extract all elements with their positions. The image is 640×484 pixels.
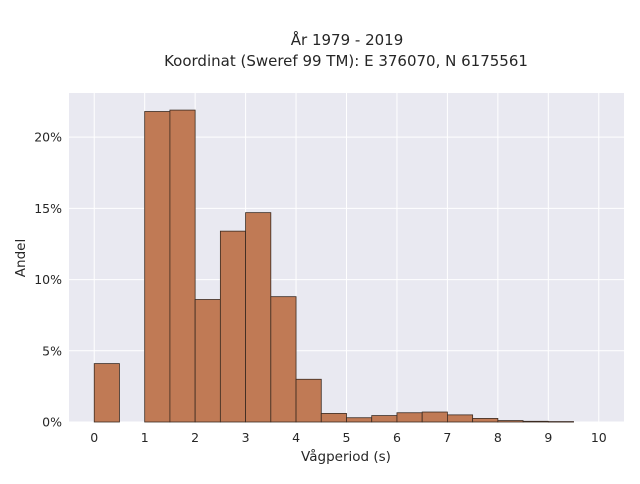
x-tick-label: 10 [591, 430, 607, 445]
chart-subtitle: Koordinat (Sweref 99 TM): E 376070, N 61… [164, 52, 528, 70]
histogram-bar [371, 415, 398, 423]
histogram-bar [245, 212, 272, 423]
histogram-bar [219, 230, 246, 423]
x-tick-label: 2 [191, 430, 199, 445]
x-tick-label: 1 [141, 430, 149, 445]
histogram-bar [472, 418, 499, 423]
x-tick-label: 4 [292, 430, 300, 445]
histogram-bar [194, 299, 221, 423]
histogram-bar [270, 296, 297, 423]
histogram-bar [169, 109, 196, 423]
histogram-bar [346, 417, 373, 423]
y-axis-label: Andel [13, 239, 29, 277]
x-axis-ticks: 0 1 2 3 4 5 6 7 8 9 10 [90, 430, 607, 445]
y-axis-ticks: 0% 5% 10% 15% 20% [34, 130, 62, 430]
histogram-bar [144, 111, 171, 423]
histogram-bar [522, 420, 549, 423]
y-tick-label: 20% [34, 130, 62, 145]
x-tick-label: 6 [393, 430, 401, 445]
x-tick-label: 5 [343, 430, 351, 445]
x-axis-label: Vågperiod (s) [301, 448, 391, 465]
histogram-bar [447, 414, 474, 423]
histogram-bar [547, 421, 574, 423]
histogram-bar [497, 420, 524, 423]
y-tick-label: 10% [34, 272, 62, 287]
x-tick-label: 3 [242, 430, 250, 445]
chart-title: År 1979 - 2019 [291, 30, 404, 49]
y-tick-label: 5% [42, 343, 62, 358]
histogram-bar [396, 412, 423, 423]
histogram-bar [93, 363, 120, 423]
bars [93, 109, 574, 423]
x-tick-label: 8 [494, 430, 502, 445]
x-tick-label: 0 [90, 430, 98, 445]
y-tick-label: 15% [34, 201, 62, 216]
histogram-bar [320, 413, 347, 423]
x-tick-label: 7 [443, 430, 451, 445]
x-tick-label: 9 [544, 430, 552, 445]
histogram-bar [421, 411, 448, 423]
y-tick-label: 0% [42, 415, 62, 430]
histogram-bar [295, 378, 322, 423]
